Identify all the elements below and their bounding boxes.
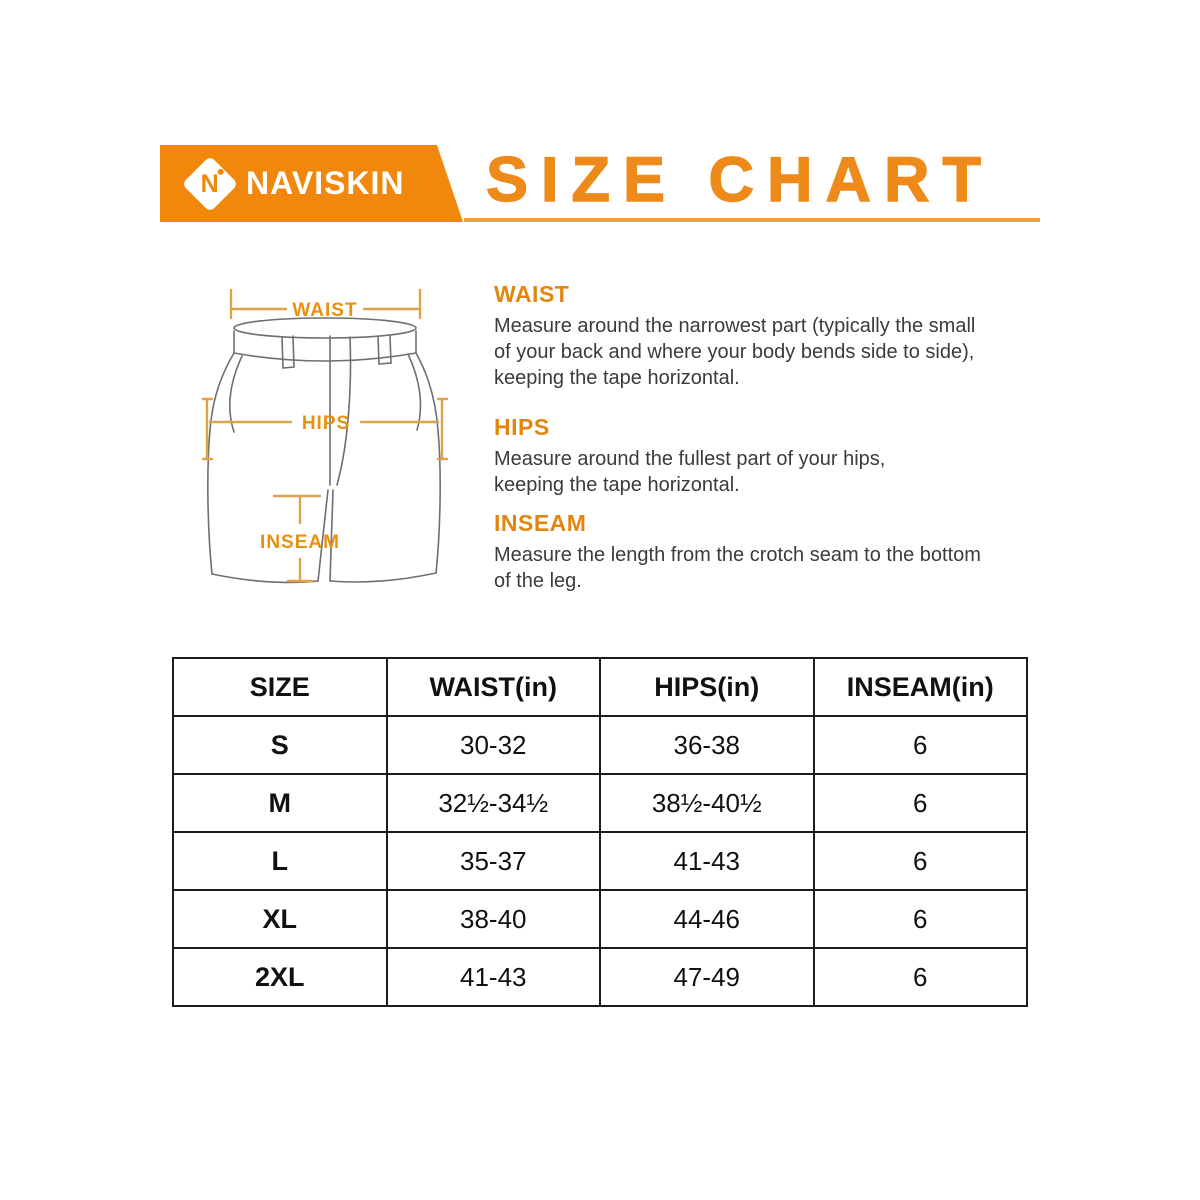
table-cell: 2XL — [172, 947, 388, 1007]
brand-banner: N NAVISKIN — [160, 145, 463, 222]
hips-right-bracket — [436, 397, 449, 461]
table-cell: 30-32 — [385, 715, 601, 775]
size-table: SIZE WAIST(in) HIPS(in) INSEAM(in) S 30-… — [172, 657, 1028, 1007]
size-table-header: INSEAM(in) — [812, 657, 1028, 717]
hips-instruction-heading: HIPS — [494, 414, 550, 440]
table-row: L 35-37 41-43 6 — [172, 831, 1028, 891]
hips-left-bracket — [201, 397, 214, 461]
size-table-header: SIZE — [172, 657, 388, 717]
measurement-marks — [201, 288, 449, 583]
table-row: XL 38-40 44-46 6 — [172, 889, 1028, 949]
table-cell: S — [172, 715, 388, 775]
table-cell: 32½-34½ — [385, 773, 601, 833]
inseam-instruction: INSEAM Measure the length from the crotc… — [494, 510, 1039, 594]
waist-instruction-body: Measure around the narrowest part (typic… — [494, 315, 976, 389]
table-row: 2XL 41-43 47-49 6 — [172, 947, 1028, 1007]
hips-instruction-body: Measure around the fullest part of your … — [494, 448, 886, 496]
table-cell: 44-46 — [599, 889, 815, 949]
table-cell: 6 — [812, 889, 1028, 949]
table-cell: 47-49 — [599, 947, 815, 1007]
waist-instruction: WAIST Measure around the narrowest part … — [494, 281, 1039, 391]
logo-letter: N — [200, 169, 220, 197]
table-cell: XL — [172, 889, 388, 949]
table-cell: 6 — [812, 831, 1028, 891]
waist-instruction-heading: WAIST — [494, 281, 570, 307]
diagram-inseam-label: INSEAM — [260, 532, 340, 553]
table-cell: 35-37 — [385, 831, 601, 891]
inseam-instruction-body: Measure the length from the crotch seam … — [494, 544, 981, 592]
brand-name: NAVISKIN — [246, 165, 405, 201]
table-cell: L — [172, 831, 388, 891]
table-cell: 41-43 — [599, 831, 815, 891]
table-cell: 38-40 — [385, 889, 601, 949]
table-cell: 36-38 — [599, 715, 815, 775]
diagram-hips-label: HIPS — [302, 413, 350, 434]
size-table-header: HIPS(in) — [599, 657, 815, 717]
title-underline — [464, 218, 1040, 222]
table-cell: 6 — [812, 773, 1028, 833]
size-table-header: WAIST(in) — [385, 657, 601, 717]
table-cell: M — [172, 773, 388, 833]
inseam-instruction-heading: INSEAM — [494, 510, 587, 536]
page-title: SIZE CHART — [485, 144, 994, 215]
shorts-diagram: WAIST HIPS INSEAM — [201, 288, 449, 584]
table-cell: 6 — [812, 947, 1028, 1007]
table-cell: 41-43 — [385, 947, 601, 1007]
naviskin-logo-icon: N — [181, 155, 239, 212]
size-table-header-row: SIZE WAIST(in) HIPS(in) INSEAM(in) — [172, 657, 1028, 717]
table-cell: 38½-40½ — [599, 773, 815, 833]
logo-dot — [218, 168, 225, 174]
table-row: S 30-32 36-38 6 — [172, 715, 1028, 775]
table-cell: 6 — [812, 715, 1028, 775]
diagram-waist-label: WAIST — [292, 300, 357, 321]
hips-instruction: HIPS Measure around the fullest part of … — [494, 414, 1039, 498]
table-row: M 32½-34½ 38½-40½ 6 — [172, 773, 1028, 833]
shorts-sketch — [207, 317, 441, 584]
